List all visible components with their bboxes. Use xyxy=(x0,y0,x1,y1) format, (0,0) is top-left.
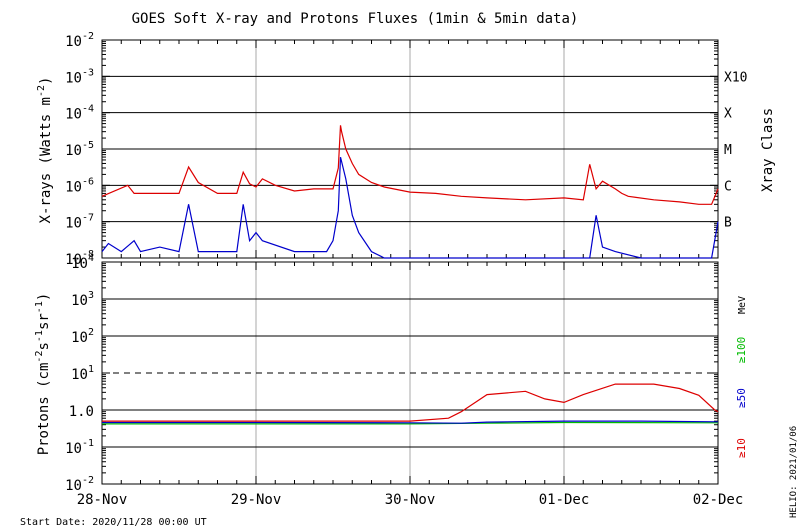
xray-class-axis-label: Xray Class xyxy=(760,108,776,192)
y-tick-label: 10-8 xyxy=(65,249,94,268)
proton-10mev-series xyxy=(102,383,719,422)
y-tick-label: 101 xyxy=(71,364,94,383)
chart-title: GOES Soft X-ray and Protons Fluxes (1min… xyxy=(132,11,579,27)
x-tick-label: 29-Nov xyxy=(231,492,282,508)
start-date-label: Start Date: 2020/11/28 00:00 UT xyxy=(20,517,207,528)
y-tick-label: 102 xyxy=(71,327,94,346)
y-tick-label: 10-2 xyxy=(65,31,94,50)
xray-short-series xyxy=(101,156,719,259)
y-tick-label: 10-1 xyxy=(65,438,94,457)
xray-class-label: X xyxy=(724,107,732,122)
credit-label: HELIO: 2021/01/06 xyxy=(789,426,799,518)
x-tick-label: 30-Nov xyxy=(385,492,436,508)
y-tick-label: 10-7 xyxy=(65,213,94,232)
x-tick-label: 01-Dec xyxy=(539,492,590,508)
proton-unit-label: MeV xyxy=(737,296,748,314)
xray-long-series xyxy=(101,125,719,205)
proton-energy-label: ≥100 xyxy=(735,337,748,364)
y-tick-label: 10-5 xyxy=(65,140,94,159)
proton-energy-label: ≥50 xyxy=(735,388,748,408)
proton-panel: 104 103 102 101 1.0 10-1 10-2 MeV ≥100 ≥50 ≥10 Prot… xyxy=(34,253,748,494)
proton-50mev-series xyxy=(102,420,719,424)
xray-class-label: C xyxy=(724,179,732,194)
xray-class-label: B xyxy=(724,216,732,231)
y-tick-label: 10-6 xyxy=(65,176,94,195)
y-tick-label: 104 xyxy=(71,253,94,272)
y-tick-label: 10-2 xyxy=(65,475,94,494)
plot-frame xyxy=(101,261,719,485)
proton-y-axis-label: Protons (cm-2s-1sr-1) xyxy=(34,293,52,456)
proton-energy-label: ≥10 xyxy=(735,438,748,458)
x-tick-label: 02-Dec xyxy=(693,492,744,508)
xray-panel: 10-2 10-3 10-4 10-5 10-6 10-7 10-8 X10 X M C B Xray … xyxy=(36,31,776,268)
y-tick-label: 1.0 xyxy=(69,404,94,420)
y-tick-label: 103 xyxy=(71,290,94,309)
xray-class-label: M xyxy=(724,143,732,158)
xray-class-label: X10 xyxy=(724,70,747,85)
x-tick-label: 28-Nov xyxy=(77,492,128,508)
y-tick-label: 10-3 xyxy=(65,67,94,86)
y-tick-label: 10-4 xyxy=(65,104,94,123)
xray-y-axis-label: X-rays (Watts m-2) xyxy=(36,77,54,224)
